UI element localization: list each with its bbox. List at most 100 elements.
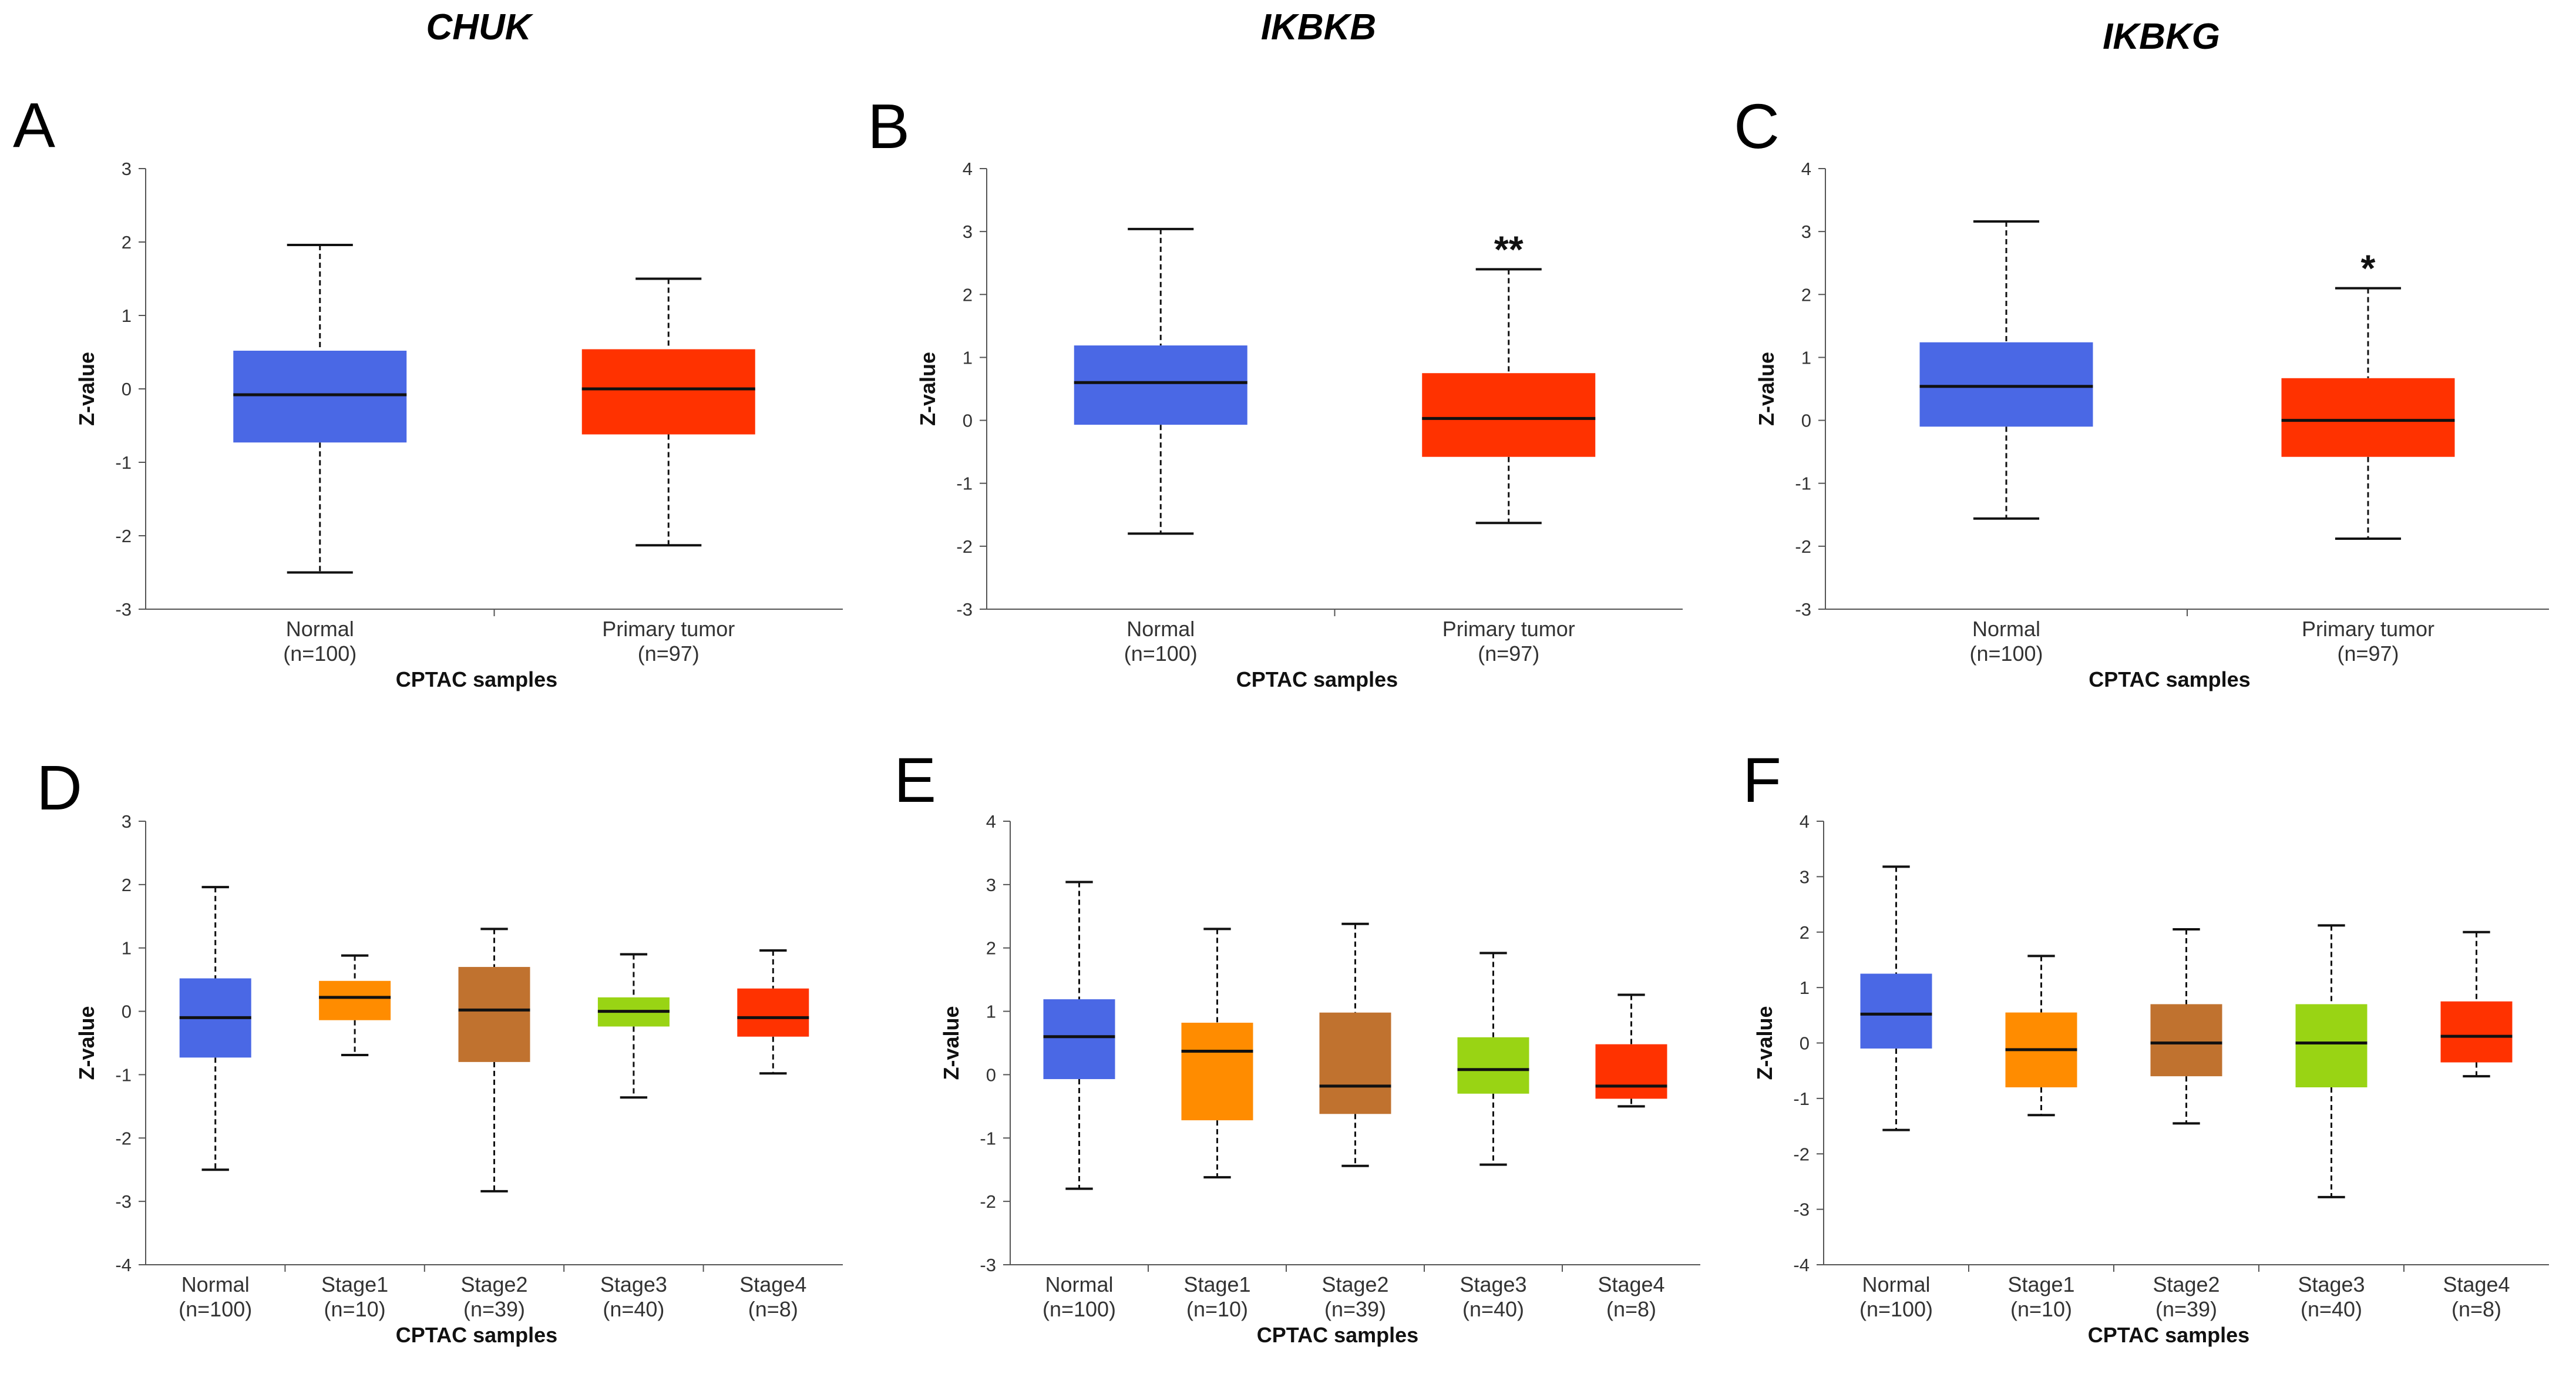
y-tick-label: -3 — [956, 599, 973, 620]
category-count-normal: (n=100) — [1859, 1297, 1933, 1321]
y-tick-label: 3 — [963, 221, 973, 242]
y-tick-label: -1 — [115, 452, 132, 473]
y-tick-label: 1 — [1800, 977, 1810, 998]
y-tick-label: 3 — [122, 811, 132, 832]
category-label-stage1: Stage1 — [2007, 1272, 2074, 1296]
y-tick-label: 1 — [122, 938, 132, 959]
panel-letter-c: C — [1734, 90, 1780, 162]
y-axis-title: Z-value — [1754, 352, 1778, 426]
category-label-stage3: Stage3 — [1459, 1272, 1526, 1296]
box-stage4 — [1595, 1044, 1667, 1099]
y-tick-label: 0 — [1800, 1033, 1810, 1054]
y-tick-label: -3 — [980, 1255, 996, 1275]
panel-letter-f: F — [1743, 744, 1781, 815]
y-tick-label: 1 — [1801, 347, 1811, 368]
category-label-primary-tumor: Primary tumor — [2302, 617, 2434, 641]
y-axis-title: Z-value — [916, 352, 940, 426]
box-normal — [1074, 345, 1247, 425]
x-axis-title: CPTAC samples — [2088, 1323, 2249, 1347]
category-label-normal: Normal — [1972, 617, 2040, 641]
y-tick-label: 3 — [1801, 221, 1811, 242]
y-tick-label: 0 — [963, 411, 973, 431]
y-tick-label: -1 — [115, 1064, 132, 1085]
category-count-stage2: (n=39) — [463, 1297, 525, 1321]
gene-title-a: CHUK — [426, 7, 533, 48]
box-stage3 — [1457, 1037, 1529, 1094]
category-label-normal: Normal — [1045, 1272, 1113, 1296]
y-tick-label: -2 — [115, 526, 132, 546]
category-count-primary-tumor: (n=97) — [638, 641, 700, 666]
box-primary-tumor — [2281, 378, 2455, 457]
category-label-stage2: Stage2 — [460, 1272, 527, 1296]
box-stage2 — [1319, 1012, 1391, 1114]
box-normal — [1919, 342, 2093, 427]
box-primary-tumor — [1422, 373, 1596, 457]
y-tick-label: 4 — [1800, 811, 1810, 832]
category-count-stage2: (n=39) — [2155, 1297, 2217, 1321]
significance-marker-primary-tumor: ** — [1494, 228, 1524, 270]
x-axis-title: CPTAC samples — [1257, 1323, 1418, 1347]
y-tick-label: -4 — [115, 1255, 132, 1275]
panel-e: -3 -2 -1 0 1 2 3 4 Normal(n=100) Stage1(n=10) Stag… — [939, 811, 1700, 1347]
y-tick-label: -2 — [956, 536, 973, 557]
panel-letter-a: A — [13, 89, 55, 160]
y-tick-label: -1 — [1795, 473, 1811, 494]
y-tick-label: 2 — [122, 875, 132, 895]
box-stage1 — [1181, 1022, 1253, 1121]
panel-letter-b: B — [867, 90, 910, 162]
category-label-stage3: Stage3 — [600, 1272, 667, 1296]
y-tick-label: -3 — [1793, 1200, 1810, 1220]
category-count-stage3: (n=40) — [603, 1297, 664, 1321]
significance-marker-primary-tumor: * — [2361, 247, 2376, 290]
y-tick-label: 2 — [986, 938, 996, 959]
y-tick-label: 0 — [122, 1002, 132, 1022]
category-count-normal: (n=100) — [283, 641, 357, 666]
box-stage4 — [2440, 1001, 2513, 1063]
category-count-stage1: (n=10) — [2010, 1297, 2072, 1321]
y-tick-label: 1 — [986, 1002, 996, 1022]
category-label-primary-tumor: Primary tumor — [1442, 617, 1575, 641]
y-tick-label: 0 — [1801, 411, 1811, 431]
category-count-stage1: (n=10) — [324, 1297, 386, 1321]
y-tick-label: -3 — [1795, 599, 1811, 620]
y-tick-label: 4 — [963, 159, 973, 179]
category-label-stage4: Stage4 — [739, 1272, 806, 1296]
category-label-normal: Normal — [1126, 617, 1195, 641]
gene-title-c: IKBKG — [2103, 16, 2220, 57]
category-label-stage4: Stage4 — [1598, 1272, 1664, 1296]
y-tick-label: 3 — [986, 875, 996, 895]
category-label-stage1: Stage1 — [321, 1272, 388, 1296]
panel-d: -4 -3 -2 -1 0 1 2 3 Normal(n=100) Stage1(n=10) Sta… — [75, 811, 843, 1347]
box-stage3 — [2295, 1004, 2368, 1087]
y-tick-label: 2 — [1801, 284, 1811, 305]
panel-letter-d: D — [36, 752, 82, 823]
category-label-stage2: Stage2 — [2153, 1272, 2219, 1296]
y-tick-label: -1 — [980, 1128, 996, 1148]
y-tick-label: 2 — [1800, 922, 1810, 943]
box-stage2 — [2150, 1004, 2222, 1077]
category-count-stage4: (n=8) — [1606, 1297, 1656, 1321]
y-tick-label: 2 — [963, 284, 973, 305]
y-tick-label: 3 — [122, 159, 132, 179]
category-label-stage4: Stage4 — [2443, 1272, 2510, 1296]
box-normal — [1043, 999, 1115, 1079]
category-label-stage1: Stage1 — [1183, 1272, 1250, 1296]
y-tick-label: 1 — [963, 347, 973, 368]
y-tick-label: 4 — [1801, 159, 1811, 179]
category-count-primary-tumor: (n=97) — [2337, 641, 2399, 666]
gene-title-b: IKBKB — [1261, 7, 1376, 48]
x-axis-title: CPTAC samples — [396, 667, 557, 691]
y-tick-label: -2 — [115, 1128, 132, 1148]
x-axis-title: CPTAC samples — [1236, 667, 1398, 691]
y-tick-label: 1 — [122, 305, 132, 326]
y-tick-label: 3 — [1800, 866, 1810, 887]
y-tick-label: 2 — [122, 232, 132, 253]
category-count-primary-tumor: (n=97) — [1478, 641, 1539, 666]
y-tick-label: -4 — [1793, 1255, 1810, 1275]
category-label-stage3: Stage3 — [2298, 1272, 2365, 1296]
category-count-stage3: (n=40) — [2301, 1297, 2362, 1321]
box-stage2 — [458, 967, 530, 1062]
panel-b: -3 -2 -1 0 1 2 3 4 Normal(n=100) ** Primary tumor(… — [916, 159, 1683, 691]
y-axis-title: Z-value — [75, 1006, 99, 1080]
category-count-stage4: (n=8) — [2451, 1297, 2501, 1321]
